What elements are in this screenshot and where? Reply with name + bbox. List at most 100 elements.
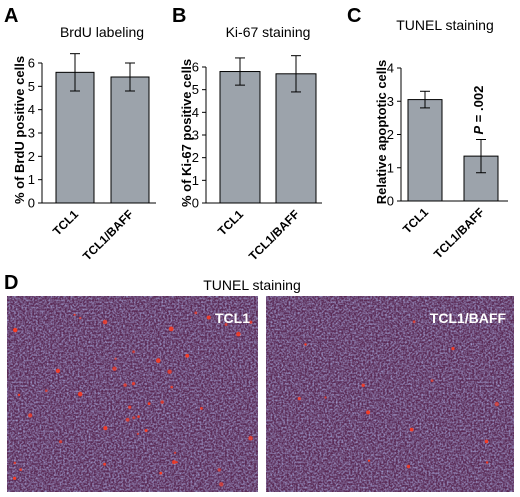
category-label: TCL1/BAFF (246, 207, 302, 263)
y-tick-label: 5 (28, 79, 35, 94)
apoptotic-dot (79, 316, 82, 320)
y-tick-label: 2 (387, 127, 394, 142)
apoptotic-dot (132, 416, 136, 420)
y-tick-label: 6 (28, 56, 35, 71)
apoptotic-dot (409, 427, 414, 432)
apoptotic-dot (430, 379, 434, 382)
apoptotic-dot (160, 400, 164, 404)
micrograph-nuclei-texture (266, 296, 514, 492)
y-tick-label: 4 (28, 102, 35, 117)
y-tick-label: 6 (192, 60, 199, 75)
apoptotic-dot (217, 468, 221, 472)
apoptotic-dot (297, 397, 301, 401)
apoptotic-dot (406, 464, 411, 469)
apoptotic-dot (219, 482, 224, 487)
apoptotic-dot (28, 413, 33, 418)
chart-brdu: BrdU labeling % of BrdU positive cells 0… (12, 24, 156, 263)
y-tick-label: 1 (387, 160, 394, 175)
apoptotic-signals (13, 311, 253, 487)
apoptotic-dot (324, 396, 327, 399)
category-label: TCL1 (50, 207, 81, 238)
panel-label-a: A (4, 5, 18, 27)
apoptotic-dot (485, 461, 489, 464)
apoptotic-dot (304, 343, 307, 346)
apoptotic-dot (494, 401, 499, 407)
y-axis-label: Relative apoptotic cells (374, 60, 389, 205)
category-label: TCL1/BAFF (80, 207, 136, 263)
y-axis-label: % of Ki-67 positive cells (179, 59, 194, 207)
apoptotic-dot (236, 331, 241, 337)
apoptotic-dot (194, 311, 198, 315)
apoptotic-dot (484, 439, 489, 444)
apoptotic-dot (137, 415, 140, 418)
apoptotic-dot (136, 432, 139, 435)
y-tick-label: 3 (387, 94, 394, 109)
apoptotic-dot (170, 385, 173, 389)
apoptotic-dot (185, 353, 190, 358)
micrograph-label: TCL1 (215, 310, 250, 326)
apoptotic-signals (297, 320, 499, 469)
apoptotic-dot (13, 476, 17, 480)
apoptotic-dot (361, 383, 365, 387)
apoptotic-dot (125, 417, 130, 422)
y-tick-label: 4 (192, 105, 199, 120)
micrograph-tcl1: TCL1 (7, 296, 258, 492)
y-tick-label: 3 (28, 126, 35, 141)
apoptotic-dot (77, 391, 83, 397)
apoptotic-dot (13, 327, 18, 333)
y-tick-label: 2 (192, 150, 199, 165)
bar (55, 71, 95, 204)
category-label: TCL1 (215, 207, 246, 238)
apoptotic-dot (114, 357, 117, 360)
micrograph-nuclei-texture (7, 296, 258, 492)
bar (407, 99, 443, 202)
y-axis-label: % of BrdU positive cells (12, 56, 27, 204)
apoptotic-dot (167, 369, 172, 374)
apoptotic-dot (19, 468, 23, 471)
micrograph-tcl1-baff: TCL1/BAFF (266, 296, 514, 492)
apoptotic-dot (200, 407, 203, 410)
bar (110, 76, 150, 204)
apoptotic-dot (128, 405, 132, 409)
p-value-annotation: P = .002 (471, 86, 486, 135)
apoptotic-dot (173, 451, 177, 454)
y-tick-label: 0 (387, 194, 394, 209)
apoptotic-dot (17, 393, 21, 397)
y-tick-label: 1 (28, 172, 35, 187)
micrograph-label: TCL1/BAFF (430, 310, 507, 326)
apoptotic-dot (112, 366, 117, 371)
bar (219, 71, 261, 204)
panel-label-d: D (4, 272, 18, 294)
chart-title: TUNEL staining (396, 17, 494, 33)
y-tick-label: 4 (387, 61, 394, 76)
apoptotic-dot (55, 368, 61, 373)
apoptotic-dot (59, 440, 63, 444)
apoptotic-dot (144, 429, 148, 432)
apoptotic-dot (13, 461, 16, 465)
apoptotic-dot (102, 319, 108, 325)
apoptotic-dot (103, 462, 106, 466)
images-title: TUNEL staining (203, 277, 301, 293)
apoptotic-dot (147, 402, 151, 405)
apoptotic-dot (366, 410, 371, 415)
apoptotic-dot (412, 320, 416, 324)
apoptotic-dot (45, 389, 48, 393)
y-tick-label: 1 (192, 173, 199, 188)
apoptotic-dot (367, 459, 371, 462)
chart-title: BrdU labeling (60, 24, 144, 40)
apoptotic-dot (224, 323, 228, 326)
panel-label-b: B (172, 5, 186, 27)
apoptotic-dot (73, 313, 76, 316)
y-tick-label: 0 (28, 196, 35, 211)
chart-title: Ki-67 staining (226, 24, 311, 40)
apoptotic-dot (248, 435, 253, 441)
apoptotic-dot (206, 315, 211, 320)
apoptotic-dot (172, 460, 176, 465)
apoptotic-dot (156, 358, 161, 363)
apoptotic-dot (249, 320, 253, 324)
apoptotic-dot (123, 383, 127, 387)
apoptotic-dot (132, 350, 136, 354)
y-tick-label: 3 (192, 128, 199, 143)
chart-ki67: Ki-67 staining % of Ki-67 positive cells… (179, 24, 322, 263)
